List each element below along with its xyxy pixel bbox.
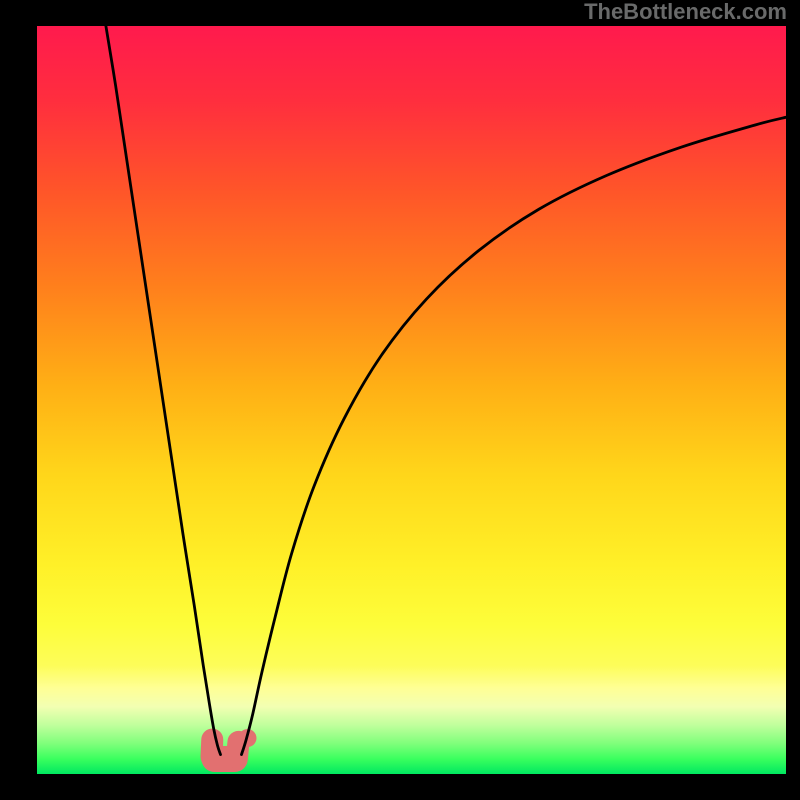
bottleneck-curve-chart	[0, 0, 800, 800]
vertex-blob-segment	[237, 742, 238, 758]
plot-gradient-background	[37, 26, 786, 774]
watermark-text: TheBottleneck.com	[584, 0, 787, 25]
chart-container: TheBottleneck.com	[0, 0, 800, 800]
